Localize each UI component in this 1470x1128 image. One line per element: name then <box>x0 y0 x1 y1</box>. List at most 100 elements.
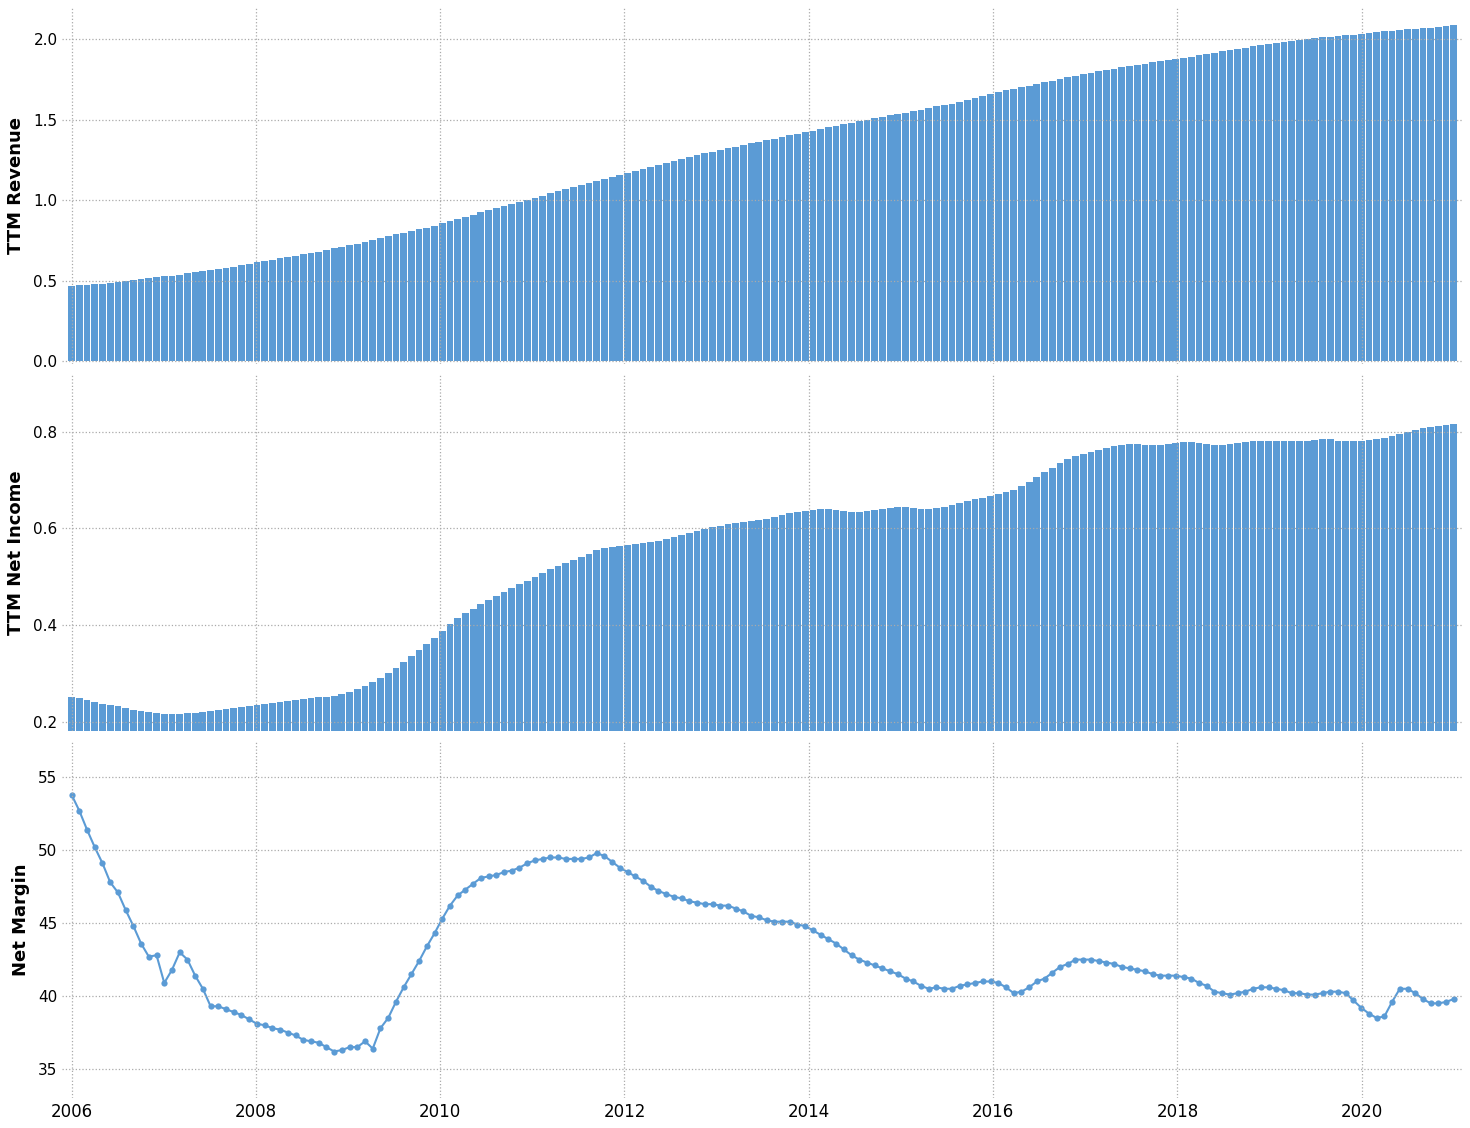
Bar <box>748 143 754 361</box>
Bar <box>717 150 723 361</box>
Bar <box>293 700 298 818</box>
Bar <box>1157 446 1164 818</box>
Bar <box>1297 41 1302 361</box>
Bar <box>362 241 369 361</box>
Bar <box>1204 54 1210 361</box>
Bar <box>879 117 886 361</box>
Bar <box>68 285 75 361</box>
Bar <box>894 508 901 818</box>
Bar <box>995 494 1001 818</box>
Bar <box>903 113 908 361</box>
Bar <box>423 228 431 361</box>
Bar <box>231 708 237 818</box>
Bar <box>547 569 554 818</box>
Bar <box>1349 35 1357 361</box>
Bar <box>1373 32 1380 361</box>
Bar <box>848 123 856 361</box>
Bar <box>1257 45 1264 361</box>
Bar <box>416 650 422 818</box>
Bar <box>972 500 979 818</box>
Bar <box>686 534 692 818</box>
Bar <box>1142 444 1148 818</box>
Bar <box>786 513 794 818</box>
Bar <box>392 235 400 361</box>
Bar <box>1188 442 1195 818</box>
Bar <box>663 539 669 818</box>
Bar <box>222 268 229 361</box>
Bar <box>431 226 438 361</box>
Bar <box>300 254 307 361</box>
Bar <box>578 185 585 361</box>
Bar <box>1435 426 1442 818</box>
Bar <box>369 240 376 361</box>
Bar <box>917 109 925 361</box>
Bar <box>739 521 747 818</box>
Bar <box>1080 455 1086 818</box>
Bar <box>1102 70 1110 361</box>
Bar <box>1235 49 1241 361</box>
Bar <box>1126 444 1133 818</box>
Bar <box>910 112 917 361</box>
Bar <box>1142 63 1148 361</box>
Bar <box>523 581 531 818</box>
Bar <box>501 205 507 361</box>
Bar <box>856 512 863 818</box>
Bar <box>478 212 484 361</box>
Bar <box>670 537 678 818</box>
Bar <box>307 698 315 818</box>
Bar <box>1327 439 1333 818</box>
Bar <box>1335 36 1342 361</box>
Bar <box>354 244 360 361</box>
Bar <box>1164 61 1172 361</box>
Bar <box>440 631 445 818</box>
Bar <box>454 219 462 361</box>
Bar <box>1250 441 1257 818</box>
Bar <box>656 541 662 818</box>
Bar <box>378 678 384 818</box>
Bar <box>1111 69 1117 361</box>
Y-axis label: TTM Revenue: TTM Revenue <box>7 117 25 254</box>
Bar <box>107 283 113 361</box>
Bar <box>948 505 956 818</box>
Bar <box>1150 62 1155 361</box>
Bar <box>207 271 215 361</box>
Bar <box>338 694 345 818</box>
Bar <box>1041 473 1048 818</box>
Bar <box>825 127 832 361</box>
Bar <box>1242 47 1248 361</box>
Bar <box>169 275 175 361</box>
Bar <box>594 182 600 361</box>
Bar <box>801 511 809 818</box>
Bar <box>1396 434 1404 818</box>
Bar <box>856 121 863 361</box>
Bar <box>725 523 732 818</box>
Bar <box>316 252 322 361</box>
Bar <box>979 497 986 818</box>
Bar <box>84 700 91 818</box>
Bar <box>957 503 963 818</box>
Bar <box>1380 438 1388 818</box>
Bar <box>98 283 106 361</box>
Bar <box>1080 74 1086 361</box>
Bar <box>76 285 82 361</box>
Bar <box>779 136 785 361</box>
Bar <box>107 705 113 818</box>
Bar <box>215 270 222 361</box>
Bar <box>1133 65 1141 361</box>
Bar <box>1266 441 1272 818</box>
Bar <box>585 183 592 361</box>
Bar <box>1442 425 1449 818</box>
Bar <box>1003 90 1010 361</box>
Bar <box>1420 428 1426 818</box>
Bar <box>1389 30 1395 361</box>
Bar <box>400 232 407 361</box>
Bar <box>509 204 514 361</box>
Bar <box>215 710 222 818</box>
Bar <box>988 94 994 361</box>
Bar <box>200 272 206 361</box>
Bar <box>169 714 175 818</box>
Bar <box>570 561 576 818</box>
Bar <box>478 603 484 818</box>
Bar <box>331 696 338 818</box>
Bar <box>563 563 569 818</box>
